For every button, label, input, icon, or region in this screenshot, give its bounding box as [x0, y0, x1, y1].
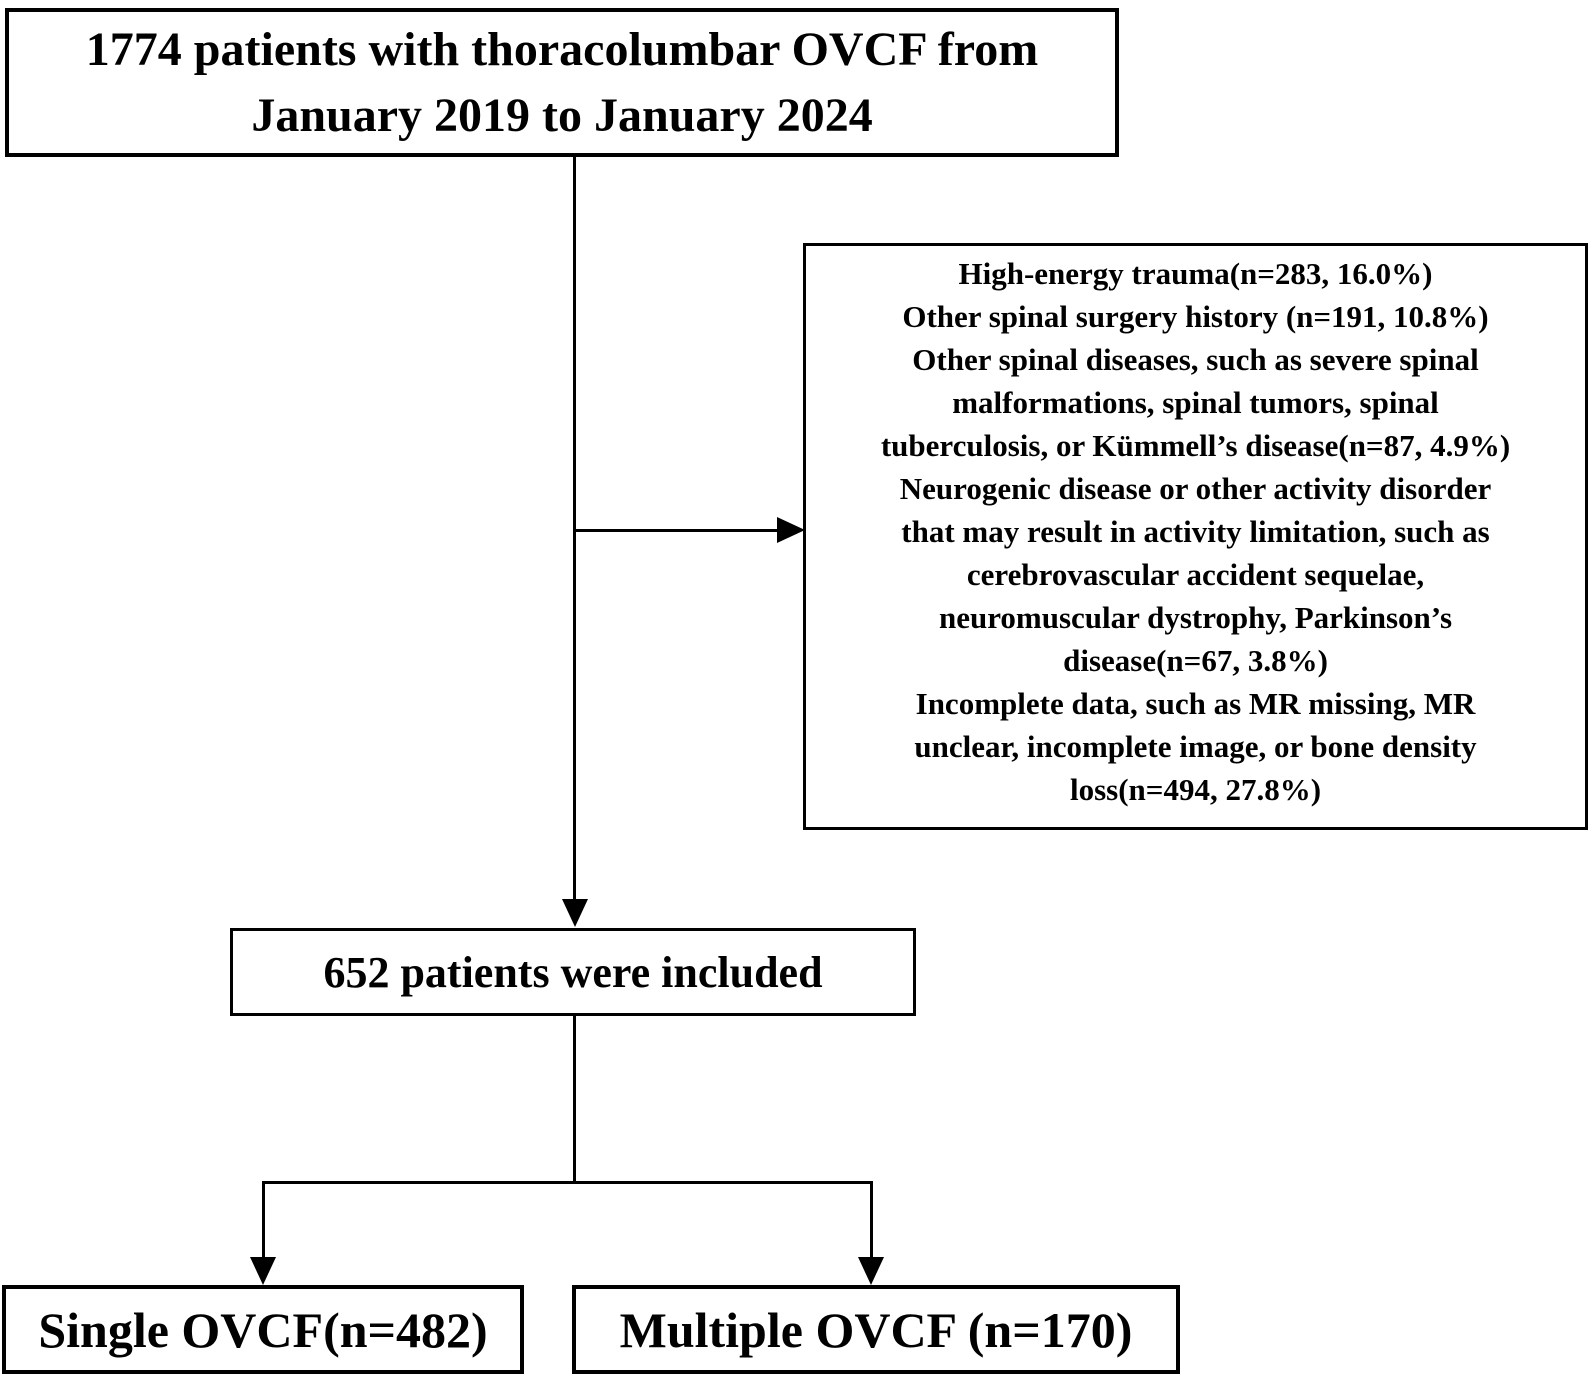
exclusion-arrowhead-icon [777, 517, 805, 543]
exclusion-line: malformations, spinal tumors, spinal [952, 385, 1439, 420]
exclusion-box: High-energy trauma(n=283, 16.0%) Other s… [803, 243, 1588, 830]
multiple-branch-line [870, 1181, 873, 1258]
exclusion-line: High-energy trauma(n=283, 16.0%) [958, 256, 1433, 291]
included-arrowhead-icon [562, 899, 588, 927]
exclusion-line: that may result in activity limitation, … [901, 514, 1490, 549]
multiple-ovcf-label: Multiple OVCF (n=170) [619, 1301, 1133, 1358]
split-line [262, 1181, 873, 1184]
exclusion-line: disease(n=67, 3.8%) [1063, 643, 1328, 678]
exclusion-line: Other spinal surgery history (n=191, 10.… [902, 299, 1489, 334]
exclusion-line: unclear, incomplete image, or bone densi… [914, 729, 1477, 764]
enrollment-box-line-2: January 2019 to January 2024 [251, 88, 873, 142]
enrollment-box: 1774 patients with thoracolumbar OVCF fr… [5, 8, 1119, 157]
exclusion-line: cerebrovascular accident sequelae, [966, 557, 1425, 592]
exclusion-line: Neurogenic disease or other activity dis… [899, 471, 1492, 506]
multiple-arrowhead-icon [858, 1257, 884, 1285]
exclusion-line: loss(n=494, 27.8%) [1069, 772, 1322, 807]
multiple-ovcf-box: Multiple OVCF (n=170) [572, 1285, 1180, 1374]
main-flow-line-lower [573, 1015, 576, 1183]
exclusion-line: Incomplete data, such as MR missing, MR [915, 686, 1476, 721]
included-box-label: 652 patients were included [323, 947, 823, 997]
single-arrowhead-icon [250, 1257, 276, 1285]
enrollment-box-line-1: 1774 patients with thoracolumbar OVCF fr… [85, 22, 1039, 76]
included-box: 652 patients were included [230, 928, 916, 1016]
single-ovcf-label: Single OVCF(n=482) [38, 1301, 488, 1358]
exclusion-line: neuromuscular dystrophy, Parkinson’s [938, 600, 1453, 635]
exclusion-branch-line [573, 529, 781, 532]
main-flow-line-upper [573, 157, 576, 899]
single-branch-line [262, 1181, 265, 1258]
exclusion-line: Other spinal diseases, such as severe sp… [912, 342, 1479, 377]
exclusion-line: tuberculosis, or Kümmell’s disease(n=87,… [880, 428, 1511, 463]
single-ovcf-box: Single OVCF(n=482) [2, 1285, 524, 1374]
